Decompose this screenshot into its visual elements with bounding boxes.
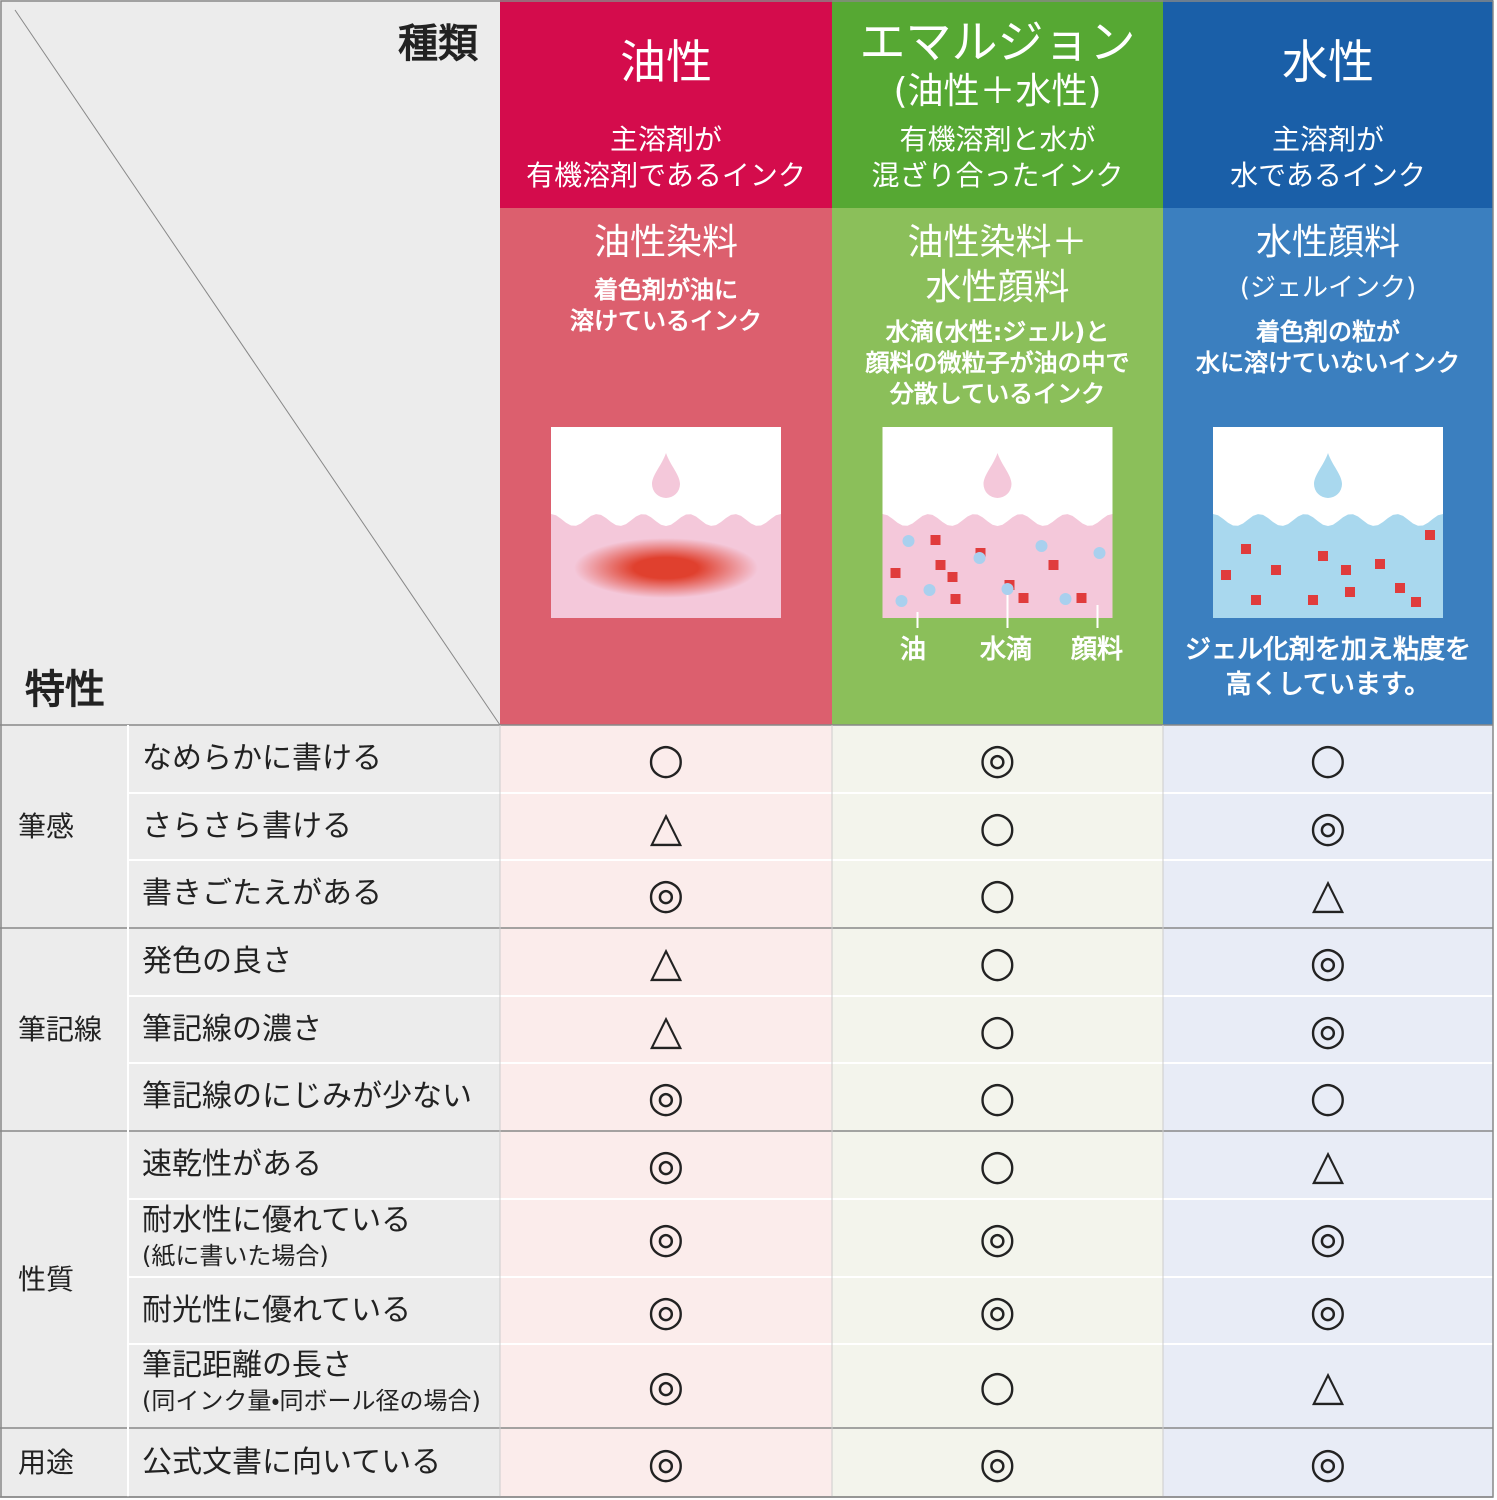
- ink-sub: (ジェルインク): [1239, 273, 1417, 303]
- rating: ○: [979, 1361, 1016, 1410]
- rating: ◎: [979, 1285, 1016, 1335]
- rating: ◎: [647, 1361, 685, 1410]
- rating: ○: [979, 869, 1016, 918]
- ink-desc: 水滴(水性:ジェル)と: [885, 318, 1110, 346]
- rating: ○: [979, 1072, 1016, 1121]
- ink-desc: 顔料の微粒子が油の中で: [865, 349, 1130, 377]
- rating: ◎: [647, 869, 685, 918]
- ink-title: 油性染料: [593, 222, 739, 263]
- row-label: 公式文書に向いている: [142, 1444, 442, 1480]
- rating: ○: [1309, 1072, 1347, 1121]
- rating: ◎: [647, 1213, 685, 1262]
- rating: ◎: [1309, 801, 1347, 851]
- rating: △: [1311, 1361, 1345, 1410]
- ink-desc: 水に溶けていないインク: [1196, 349, 1460, 377]
- rating: △: [649, 1004, 683, 1054]
- column-title: 油性: [620, 35, 712, 89]
- property-label: 特性: [25, 667, 105, 713]
- ink-title: 水性顔料: [1255, 222, 1401, 263]
- column-desc: 有機溶剤と水が: [899, 123, 1096, 156]
- row-label: 筆記線のにじみが少ない: [142, 1079, 472, 1114]
- diagram-label: 水滴: [979, 635, 1033, 665]
- rating: ○: [979, 937, 1016, 986]
- ink-desc: 分散しているインク: [889, 380, 1106, 408]
- rating: ◎: [647, 1437, 685, 1487]
- diagram-label: 油: [899, 635, 927, 665]
- row-label: なめらかに書ける: [142, 741, 382, 776]
- row-label: 発色の良さ: [142, 944, 292, 979]
- row-label: さらさら書ける: [142, 808, 352, 844]
- rating: ○: [979, 1004, 1016, 1054]
- type-label: 種類: [398, 21, 478, 67]
- rating: ◎: [1309, 1437, 1347, 1487]
- note: 高くしています。: [1225, 670, 1431, 700]
- diagram-label: 顔料: [1070, 635, 1124, 665]
- group-label: 筆記線: [18, 1012, 103, 1046]
- rating: ◎: [647, 1285, 685, 1335]
- row-label: 耐光性に優れている: [142, 1292, 412, 1328]
- column-title: エマルジョン: [859, 15, 1136, 69]
- rating: ◎: [647, 1072, 685, 1121]
- rating: △: [1311, 1140, 1345, 1189]
- rating: △: [649, 801, 683, 851]
- row-label: 耐水性に優れている: [142, 1203, 412, 1238]
- column-desc: 主溶剤が: [609, 123, 723, 156]
- rating: △: [649, 937, 683, 986]
- row-label: 筆記線の濃さ: [142, 1011, 322, 1047]
- rating: ◎: [979, 1213, 1016, 1262]
- rating: ◎: [1309, 1004, 1347, 1054]
- column-desc: 有機溶剤であるインク: [526, 159, 806, 192]
- column-desc: 主溶剤が: [1271, 123, 1385, 156]
- ink-title: 水性顔料: [925, 267, 1070, 308]
- column-desc: 水であるインク: [1230, 159, 1426, 192]
- group-label: 用途: [18, 1445, 75, 1479]
- rating: ◎: [1309, 937, 1347, 986]
- row-sublabel: (紙に書いた場合): [142, 1242, 329, 1270]
- group-label: 性質: [18, 1262, 75, 1296]
- ink-desc: 着色剤が油に: [594, 276, 738, 304]
- column-desc: 混ざり合ったインク: [871, 159, 1124, 192]
- rating: ○: [979, 1140, 1016, 1189]
- rating: ◎: [979, 734, 1016, 783]
- column-subtitle: (油性＋水性): [893, 71, 1102, 112]
- row-label: 筆記距離の長さ: [142, 1348, 352, 1383]
- rating: ○: [647, 734, 685, 783]
- note: ジェル化剤を加え粘度を: [1184, 635, 1472, 665]
- row-label: 速乾性がある: [142, 1147, 322, 1182]
- rating: ◎: [1309, 1285, 1347, 1335]
- rating: ◎: [979, 1437, 1016, 1487]
- ink-title: 油性染料＋: [907, 222, 1088, 263]
- ink-desc: 溶けているインク: [570, 307, 762, 335]
- rating: △: [1311, 869, 1345, 918]
- row-label: 書きごたえがある: [142, 876, 382, 911]
- column-title: 水性: [1282, 35, 1374, 89]
- ink-desc: 着色剤の粒が: [1256, 318, 1400, 346]
- rating: ○: [979, 801, 1016, 851]
- group-label: 筆感: [18, 809, 75, 843]
- rating: ◎: [647, 1140, 685, 1189]
- rating: ◎: [1309, 1213, 1347, 1262]
- row-sublabel: (同インク量・同ボール径の場合): [142, 1387, 481, 1415]
- rating: ○: [1309, 734, 1347, 783]
